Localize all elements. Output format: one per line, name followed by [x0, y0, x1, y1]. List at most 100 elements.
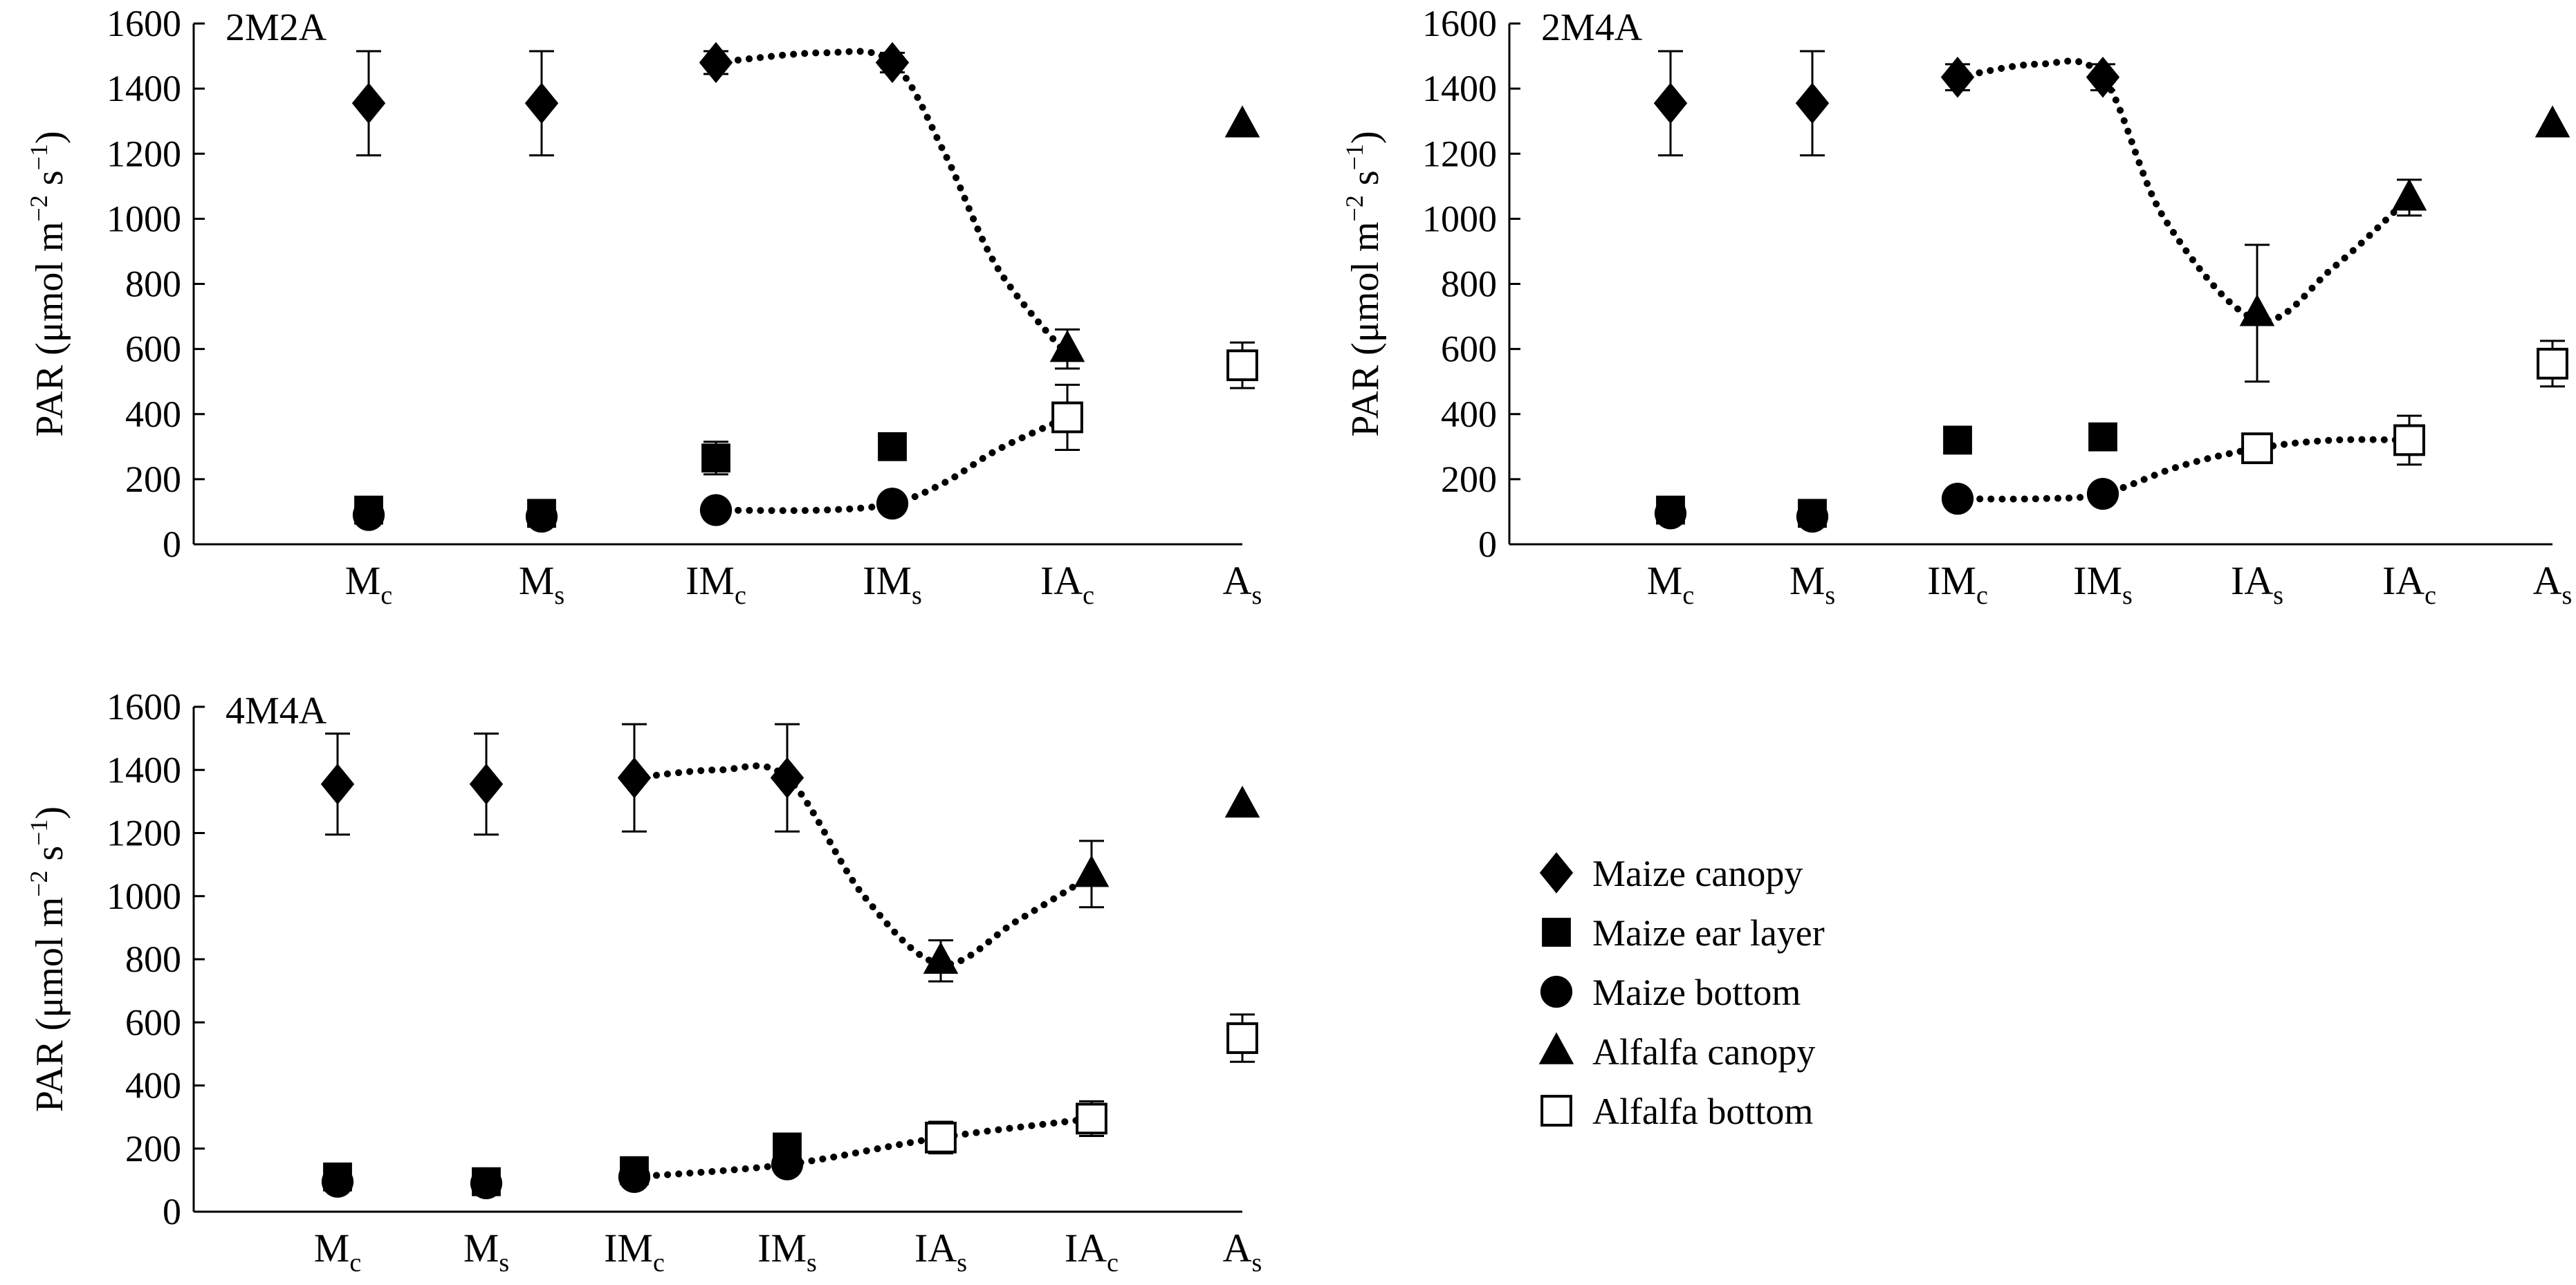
x-tick-label-main: A	[2533, 558, 2562, 603]
y-axis-label: PAR (μmol m−2 s−1)	[25, 131, 71, 436]
series-maize-ear-layer	[1656, 422, 2117, 528]
series-alfalfa-bottom	[2241, 340, 2568, 466]
y-tick-label: 1400	[107, 68, 181, 109]
x-tick-label: As	[1223, 1226, 1262, 1277]
data-point	[875, 41, 910, 84]
data-point	[2086, 477, 2119, 510]
legend: Maize canopy Maize ear layer Maize bottom A…	[1538, 852, 1825, 1132]
data-point	[1051, 401, 1083, 434]
x-tick-label-subscript: c	[2425, 581, 2436, 610]
y-tick-label: 600	[125, 329, 181, 370]
data-point	[701, 443, 730, 473]
x-tick-label: Mc	[1647, 558, 1694, 610]
y-tick-label: 0	[1478, 524, 1497, 565]
data-point	[923, 941, 959, 974]
data-point	[1941, 483, 1974, 515]
y-tick-label: 1000	[107, 198, 181, 239]
y-tick-label: 200	[125, 459, 181, 500]
legend-item: Maize bottom	[1540, 972, 1801, 1013]
x-tick-label-subscript: s	[912, 581, 922, 610]
series-alfalfa-bottom	[925, 1013, 1258, 1155]
chart-panels: 0 200 400 600 800 1000 1200 1400 1600 PAR (μmol m…	[25, 3, 2572, 1277]
x-tick-label-subscript: c	[653, 1248, 665, 1277]
x-tick-label-subscript: c	[1107, 1248, 1119, 1277]
series-maize-ear-layer	[323, 1132, 802, 1196]
y-tick-label: 1200	[1422, 133, 1497, 174]
y-tick-label: 1400	[1422, 68, 1497, 109]
y-axis-label-part: s	[28, 170, 71, 195]
x-tick-label: Ms	[519, 558, 564, 610]
y-tick-label: 600	[125, 1001, 181, 1043]
y-tick-label: 0	[163, 1191, 181, 1232]
y-tick-label: 1200	[107, 813, 181, 854]
data-point	[2086, 56, 2120, 98]
x-tick-label: IMs	[757, 1226, 817, 1277]
x-tick-label: IAc	[1040, 558, 1094, 610]
chart-panel-2M2A: 0 200 400 600 800 1000 1200 1400 1600 PAR (μmol m…	[25, 3, 1262, 610]
data-point	[699, 494, 733, 526]
trend-line	[712, 414, 1071, 515]
x-tick-label-subscript: c	[380, 581, 392, 610]
y-tick-label: 1000	[1422, 198, 1497, 239]
y-tick-label: 400	[125, 394, 181, 435]
x-tick-label-main: IA	[1065, 1226, 1107, 1270]
trend-line	[631, 762, 1095, 968]
data-point	[1049, 330, 1085, 362]
data-point	[699, 41, 733, 84]
y-axis-label-part: −1	[1341, 144, 1368, 170]
y-tick-label: 800	[1441, 264, 1497, 305]
x-tick-label-subscript: c	[1083, 581, 1094, 610]
data-point	[2391, 178, 2427, 211]
data-point	[770, 757, 804, 799]
data-point	[1074, 855, 1110, 887]
y-axis-label-part: PAR (μmol m	[1344, 221, 1387, 436]
data-point	[771, 1148, 804, 1181]
data-point	[2239, 294, 2275, 326]
data-point	[878, 432, 907, 461]
x-tick-label-main: IA	[2231, 558, 2273, 603]
y-tick-label: 1200	[107, 133, 181, 174]
panel-title: 2M4A	[1541, 6, 1643, 49]
x-tick-label-main: IM	[757, 1226, 807, 1270]
legend-item: Alfalfa canopy	[1538, 1031, 1815, 1073]
y-tick-label: 1600	[107, 686, 181, 728]
chart-panel-4M4A: 0 200 400 600 800 1000 1200 1400 1600 PAR (μmol m…	[25, 686, 1262, 1277]
x-tick-label-subscript: s	[1252, 1248, 1262, 1277]
x-tick-label: Ms	[1790, 558, 1835, 610]
y-tick-label: 1000	[107, 876, 181, 917]
x-tick-label-subscript: s	[2122, 581, 2133, 610]
data-point	[469, 764, 504, 805]
series-maize-bottom	[321, 1148, 804, 1200]
y-axis-label-part: −2	[25, 195, 53, 221]
y-tick-label: 400	[125, 1065, 181, 1107]
panel-title: 2M2A	[226, 6, 327, 49]
data-point	[1653, 82, 1688, 124]
x-tick-label-main: IM	[686, 558, 735, 603]
legend-marker	[1539, 852, 1574, 894]
x-tick-label: As	[1223, 558, 1262, 610]
x-tick-label-subscript: s	[2273, 581, 2283, 610]
y-axis-label-part: −2	[1341, 195, 1368, 221]
x-tick-label-main: M	[463, 1226, 499, 1270]
x-tick-label-main: M	[519, 558, 555, 603]
data-point	[1654, 497, 1687, 530]
series-maize-canopy	[351, 41, 910, 157]
legend-marker	[1540, 1095, 1572, 1127]
y-tick-label: 1400	[107, 749, 181, 791]
x-tick-label-main: IA	[2382, 558, 2425, 603]
x-tick-label-main: A	[1223, 558, 1252, 603]
x-tick-label: IAc	[1065, 1226, 1119, 1277]
x-tick-label: IMc	[1927, 558, 1988, 610]
legend-marker	[1542, 918, 1571, 947]
x-tick-label: IAc	[2382, 558, 2436, 610]
x-tick-label-main: IA	[1040, 558, 1083, 603]
y-tick-label: 600	[1441, 329, 1497, 370]
x-tick-label-main: A	[1223, 1226, 1252, 1270]
legend-label: Alfalfa bottom	[1592, 1091, 1813, 1132]
x-tick-label: IMc	[604, 1226, 665, 1277]
y-tick-label: 0	[163, 524, 181, 565]
data-point	[351, 82, 386, 124]
series-maize-ear-layer	[354, 432, 907, 528]
x-tick-label-main: IM	[1927, 558, 1976, 603]
series-alfalfa-canopy	[2239, 105, 2570, 383]
